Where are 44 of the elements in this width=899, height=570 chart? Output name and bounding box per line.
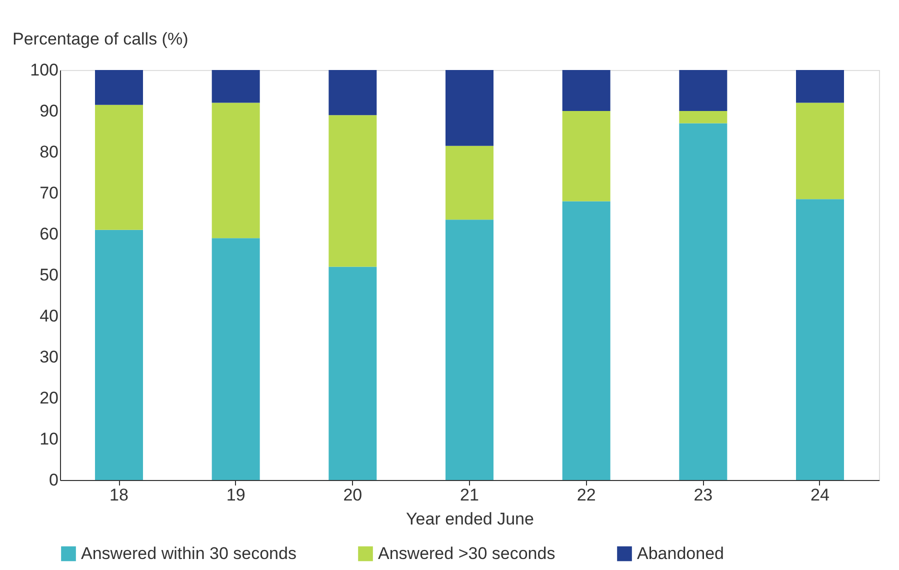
y-tick-label: 60 — [40, 224, 58, 244]
bar — [446, 70, 494, 146]
bar — [95, 230, 143, 480]
x-tick-label: 23 — [694, 486, 713, 504]
y-tick-label: 90 — [40, 102, 58, 120]
bar — [796, 102, 844, 200]
bar — [796, 199, 844, 480]
bar — [562, 111, 610, 202]
y-tick-label: 80 — [40, 142, 58, 162]
bar — [796, 70, 844, 103]
bar — [95, 104, 143, 230]
bar — [562, 201, 610, 480]
y-tick-label: 10 — [40, 430, 58, 448]
bar — [328, 115, 377, 267]
x-tick-label: 24 — [810, 486, 830, 504]
y-tick-label: 100 — [30, 60, 58, 80]
x-tick-label: 21 — [460, 486, 479, 504]
y-tick-label: 50 — [40, 266, 58, 284]
y-tick-label: 70 — [40, 184, 58, 202]
bar — [679, 70, 728, 111]
y-tick-label: 0 — [49, 470, 58, 490]
bar — [679, 111, 728, 124]
bar — [679, 123, 728, 480]
x-tick-label: 20 — [343, 486, 362, 504]
bar — [562, 70, 610, 111]
y-tick-label: 30 — [40, 348, 58, 366]
x-tick-label: 19 — [226, 486, 246, 504]
bar — [95, 70, 143, 105]
x-tick-label: 22 — [576, 486, 596, 504]
bar — [446, 220, 494, 480]
x-tick-label: 18 — [110, 486, 128, 504]
bar — [212, 102, 260, 238]
x-axis-title: Year ended June — [406, 510, 534, 528]
bar — [328, 266, 377, 480]
y-tick-label: 40 — [40, 306, 58, 326]
legend-label: Answered >30 seconds — [378, 544, 556, 563]
y-tick-label: 20 — [40, 388, 58, 408]
bar — [328, 70, 377, 116]
bar — [212, 70, 260, 103]
y-axis-title: Percentage of calls (%) — [12, 30, 188, 48]
bar — [212, 238, 260, 480]
bar — [446, 146, 494, 220]
legend-label: Answered within 30 seconds — [81, 544, 296, 563]
legend-label: Abandoned — [637, 544, 724, 563]
